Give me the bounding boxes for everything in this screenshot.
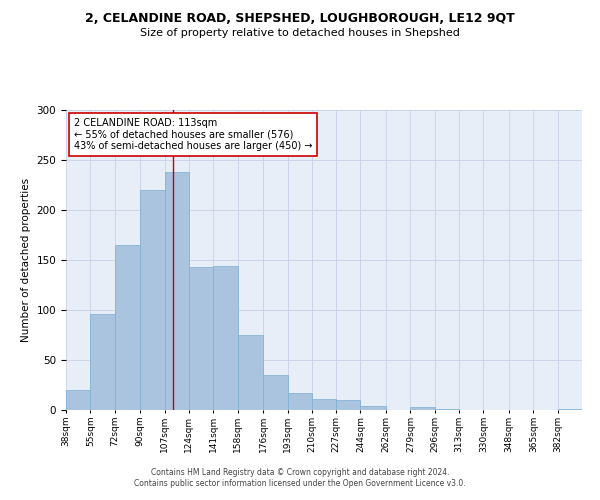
Bar <box>238 335 263 410</box>
Bar <box>66 390 90 410</box>
Text: 2 CELANDINE ROAD: 113sqm
← 55% of detached houses are smaller (576)
43% of semi-: 2 CELANDINE ROAD: 113sqm ← 55% of detach… <box>74 118 312 150</box>
Y-axis label: Number of detached properties: Number of detached properties <box>21 178 31 342</box>
Bar <box>287 393 312 410</box>
Text: Contains HM Land Registry data © Crown copyright and database right 2024.
Contai: Contains HM Land Registry data © Crown c… <box>134 468 466 487</box>
Text: 2, CELANDINE ROAD, SHEPSHED, LOUGHBOROUGH, LE12 9QT: 2, CELANDINE ROAD, SHEPSHED, LOUGHBOROUG… <box>85 12 515 26</box>
Bar <box>90 314 115 410</box>
Bar <box>361 406 386 410</box>
Bar <box>189 267 213 410</box>
Bar <box>213 266 238 410</box>
Bar <box>115 245 140 410</box>
Bar <box>435 409 459 410</box>
Bar <box>140 190 164 410</box>
Text: Size of property relative to detached houses in Shepshed: Size of property relative to detached ho… <box>140 28 460 38</box>
Bar <box>312 399 336 410</box>
Bar <box>410 407 435 410</box>
Bar <box>263 375 287 410</box>
Bar <box>164 172 189 410</box>
Bar <box>558 409 582 410</box>
Bar <box>336 400 361 410</box>
